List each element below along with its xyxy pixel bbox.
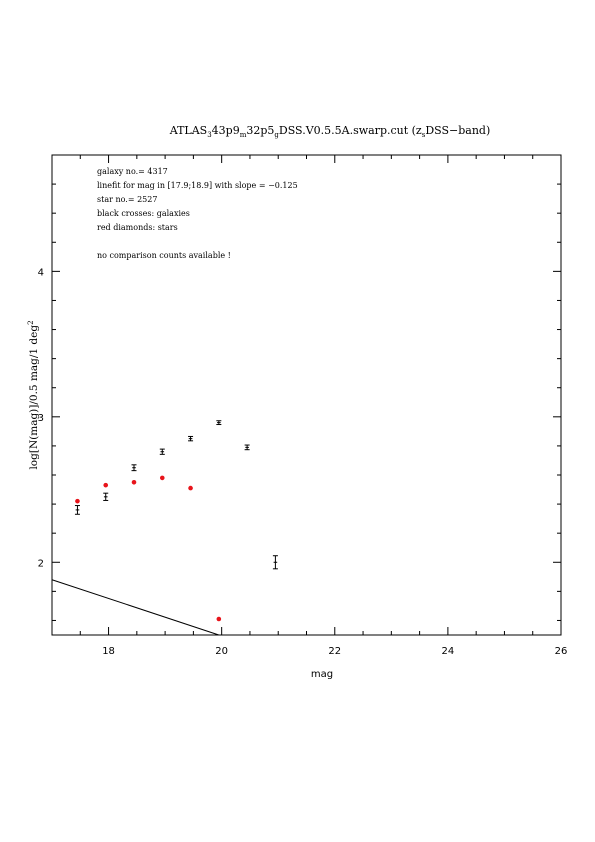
x-tick-label: 18 (102, 646, 115, 657)
star-point (216, 616, 222, 622)
axis-tick-labels: 18 20 22 24 26 2 3 4 (38, 267, 568, 657)
fit-line (51, 579, 219, 636)
series-layer (74, 420, 278, 622)
chart-title: ATLAS343p9m32p5gDSS.V0.5.5A.swarp.cut (z… (169, 124, 491, 139)
galaxy-point (188, 435, 194, 442)
star-point (103, 482, 109, 488)
annotation-star-count: star no.= 2527 (97, 195, 157, 204)
star-point (131, 479, 137, 485)
x-tick-label: 22 (328, 646, 341, 657)
galaxy-point (272, 555, 278, 570)
y-tick-label: 4 (38, 267, 44, 278)
axis-ticks (51, 154, 562, 635)
y-axis-label: log[N(mag)]/0.5 mag/1 deg2 (27, 320, 40, 469)
star-point (159, 475, 165, 481)
annotation-comparison: no comparison counts available ! (97, 251, 231, 260)
annotation-galaxy-count: galaxy no.= 4317 (97, 167, 168, 176)
star-point (188, 485, 193, 491)
galaxy-point (216, 420, 222, 426)
galaxy-point (103, 492, 109, 501)
x-tick-label: 26 (555, 646, 568, 657)
galaxy-point (74, 505, 80, 515)
x-tick-label: 24 (442, 646, 455, 657)
x-axis-label: mag (311, 669, 333, 680)
y-tick-label: 3 (38, 413, 44, 424)
galaxy-point (131, 464, 137, 472)
galaxy-point (159, 448, 165, 455)
star-point (75, 498, 80, 504)
annotation-block: galaxy no.= 4317 linefit for mag in [17.… (97, 167, 298, 260)
galaxy-point (244, 444, 250, 451)
annotation-stars-legend: red diamonds: stars (97, 223, 178, 232)
annotation-linefit: linefit for mag in [17.9;18.9] with slop… (97, 181, 298, 190)
x-tick-label: 20 (215, 646, 228, 657)
annotation-galaxies-legend: black crosses: galaxies (97, 209, 190, 218)
fit-line-layer (51, 579, 219, 636)
y-tick-label: 2 (38, 558, 44, 569)
